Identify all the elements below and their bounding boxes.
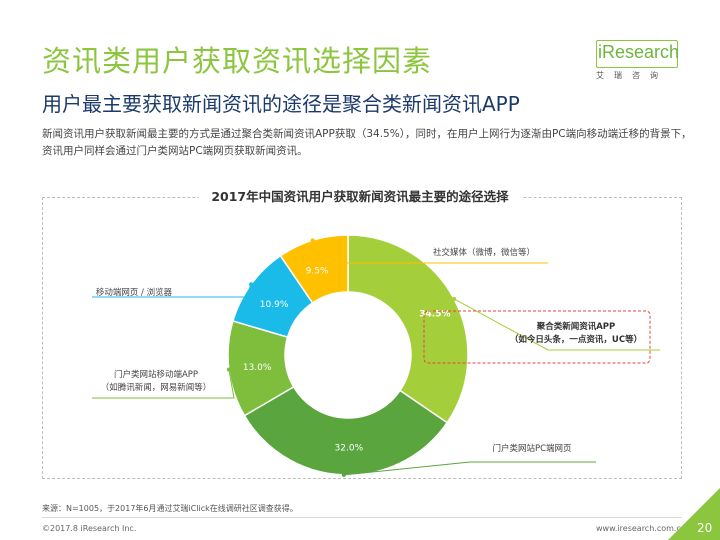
slice-category-sublabel-3: （如腾讯新闻，网易新闻等） — [101, 382, 212, 393]
slice-category-label-2: 门户类网站PC端网页 — [492, 443, 571, 454]
slide-title: 资讯类用户获取资讯选择因素 — [42, 44, 433, 78]
slice-category-label-1: 聚合类新闻资讯APP — [536, 321, 616, 332]
slice-value-label-4: 10.9% — [260, 300, 289, 310]
logo-wordmark: iResearch — [598, 42, 680, 62]
source-note: 来源：N=1005，于2017年6月通过艾瑞iClick在线调研社区调查获得。 — [42, 504, 298, 513]
iresearch-logo: iResearch 艾瑞咨询 — [590, 40, 680, 86]
leader-line-1 — [453, 298, 660, 351]
leader-dot-2 — [341, 472, 346, 477]
page-number: 20 — [697, 521, 713, 535]
slice-category-label-5: 社交媒体（微博，微信等） — [433, 247, 535, 258]
slice-value-label-3: 13.0% — [243, 363, 272, 373]
chart-title-wrap: 2017年中国资讯用户获取新闻资讯最主要的途径选择 — [0, 186, 720, 205]
leader-line-4 — [92, 284, 252, 298]
footer-divider — [42, 517, 682, 518]
slice-1 — [347, 234, 469, 424]
slice-value-label-2: 32.0% — [335, 443, 364, 453]
slice-value-label-1: 34.5% — [419, 309, 450, 319]
leader-line-3 — [92, 369, 235, 399]
copyright: ©2017.8 iResearch Inc. — [42, 524, 137, 533]
slide-subtitle: 用户最主要获取新闻资讯的途径是聚合类新闻资讯APP — [42, 92, 520, 116]
slice-category-sublabel-1: （如今日头条，一点资讯，UC等） — [510, 334, 642, 345]
chart-title: 2017年中国资讯用户获取新闻资讯最主要的途径选择 — [199, 189, 521, 204]
corner-decoration — [668, 488, 720, 540]
slice-2 — [243, 385, 449, 476]
highlight-box — [423, 310, 651, 364]
leader-dot-1 — [452, 296, 457, 301]
leader-line-2 — [343, 461, 596, 476]
leader-line-5 — [312, 239, 548, 264]
leader-dot-3 — [226, 367, 231, 372]
slice-value-label-5: 9.5% — [306, 267, 329, 277]
logo-subtitle: 艾瑞咨询 — [596, 71, 668, 80]
logo-frame — [596, 40, 678, 68]
website-url: www.iresearch.com.cn — [596, 524, 686, 533]
leader-dot-5 — [310, 238, 315, 243]
intro-paragraph: 新闻资讯用户获取新闻最主要的方式是通过聚合类新闻资讯APP获取（34.5%），同… — [42, 128, 692, 157]
leader-dot-4 — [249, 282, 254, 287]
slice-category-label-4: 移动端网页 / 浏览器 — [96, 287, 173, 298]
slice-category-label-3: 门户类网站移动端APP — [114, 369, 198, 380]
